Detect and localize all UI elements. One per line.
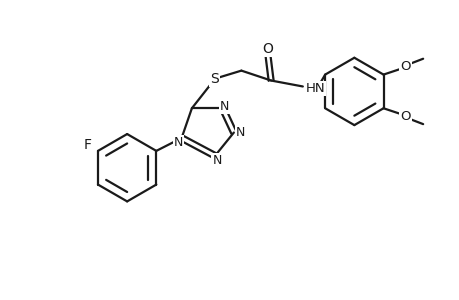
Text: N: N	[219, 100, 229, 113]
Text: O: O	[399, 60, 410, 73]
Text: O: O	[262, 42, 273, 56]
Text: O: O	[399, 110, 410, 123]
Text: N: N	[212, 154, 221, 167]
Text: HN: HN	[305, 82, 325, 95]
Text: S: S	[210, 72, 218, 86]
Text: N: N	[235, 126, 245, 139]
Text: F: F	[84, 138, 92, 152]
Text: N: N	[174, 136, 183, 149]
